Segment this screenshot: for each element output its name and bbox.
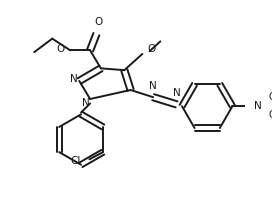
Text: N: N xyxy=(173,88,180,98)
Text: O: O xyxy=(268,92,272,102)
Text: N: N xyxy=(149,81,157,91)
Text: N: N xyxy=(254,101,261,111)
Text: O: O xyxy=(148,44,156,54)
Text: O: O xyxy=(57,44,65,54)
Text: O: O xyxy=(94,17,102,27)
Text: O: O xyxy=(268,110,272,120)
Text: Cl: Cl xyxy=(70,156,81,166)
Text: N: N xyxy=(82,98,89,108)
Text: N: N xyxy=(70,74,78,84)
